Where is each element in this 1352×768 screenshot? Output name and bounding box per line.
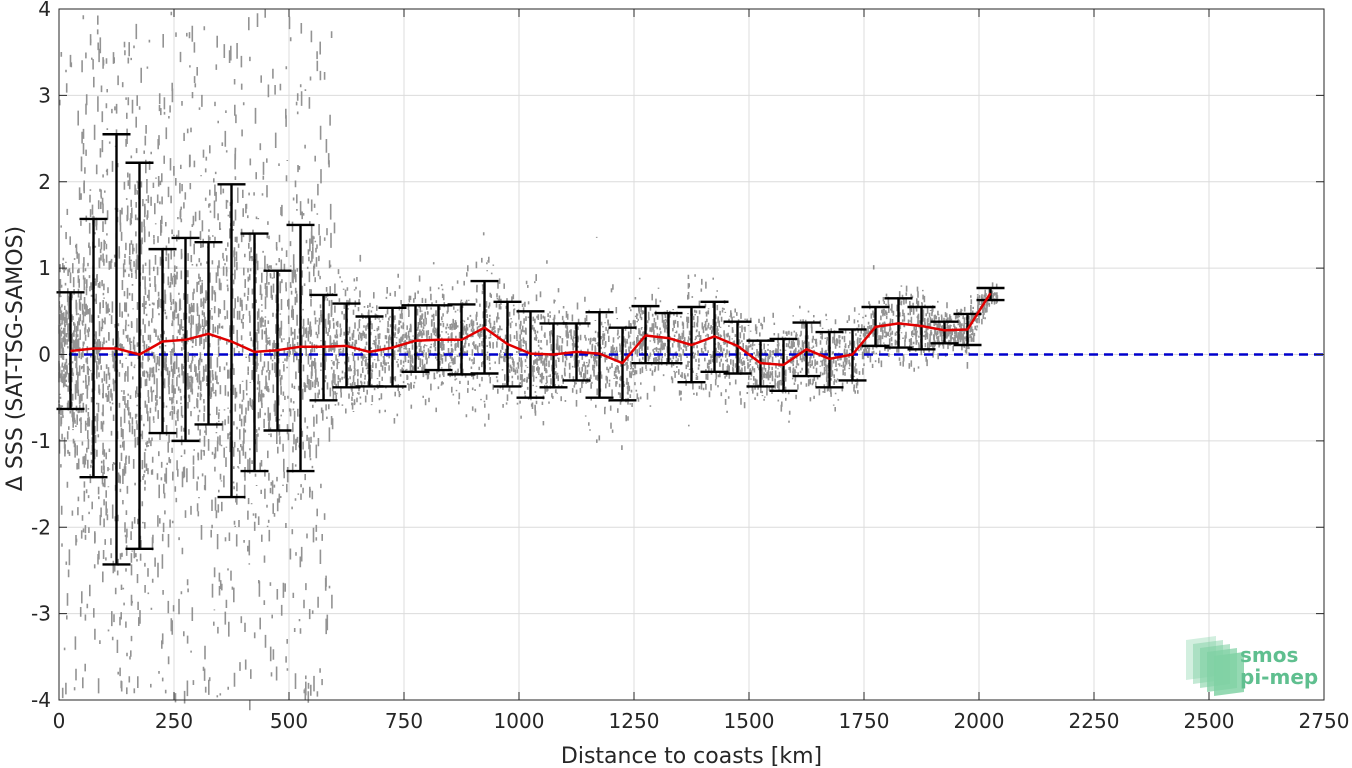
axis-ticks: 0 250 500 750 1000 1250 1500 1750 2000 2250 2500 27… (31, 0, 1349, 733)
x-tick-label: 2750 (1299, 709, 1350, 733)
logo-text-line1: smos (1240, 643, 1298, 667)
smos-pi-mep-logo: smos pi-mep (1186, 636, 1318, 696)
error-bar (907, 305, 936, 351)
x-tick-label: 250 (155, 709, 193, 733)
x-tick-label: 2500 (1184, 709, 1235, 733)
x-tick-label: 1750 (839, 709, 890, 733)
x-tick-label: 2000 (954, 709, 1005, 733)
mean-polyline (70, 292, 992, 367)
x-tick-label: 1500 (724, 709, 775, 733)
y-axis-label: Δ SSS (SAT-TSG-SAMOS) (3, 226, 28, 491)
x-tick-label: 1250 (609, 709, 660, 733)
logo-text-line2: pi-mep (1240, 665, 1318, 689)
x-tick-label: 2250 (1069, 709, 1120, 733)
error-bar (723, 320, 752, 375)
y-tick-label: 0 (38, 343, 51, 367)
y-tick-label: -3 (31, 602, 51, 626)
logo-layer (1214, 652, 1244, 696)
y-tick-label: -4 (31, 688, 51, 712)
x-tick-label: 750 (385, 709, 423, 733)
y-tick-label: 2 (38, 170, 51, 194)
mean-line (70, 292, 992, 367)
error-bar (286, 223, 315, 473)
x-tick-label: 1000 (494, 709, 545, 733)
error-bar (125, 161, 154, 551)
y-tick-label: -2 (31, 515, 51, 539)
y-tick-label: 1 (38, 256, 51, 280)
x-tick-label: 500 (270, 709, 308, 733)
logo-mark-icon (1186, 636, 1244, 696)
error-bar (930, 320, 959, 345)
x-axis-label: Distance to coasts [km] (561, 744, 822, 768)
y-tick-label: -1 (31, 429, 51, 453)
x-tick-label: 0 (53, 709, 66, 733)
y-tick-label: 3 (38, 83, 51, 107)
y-tick-label: 4 (38, 0, 51, 21)
